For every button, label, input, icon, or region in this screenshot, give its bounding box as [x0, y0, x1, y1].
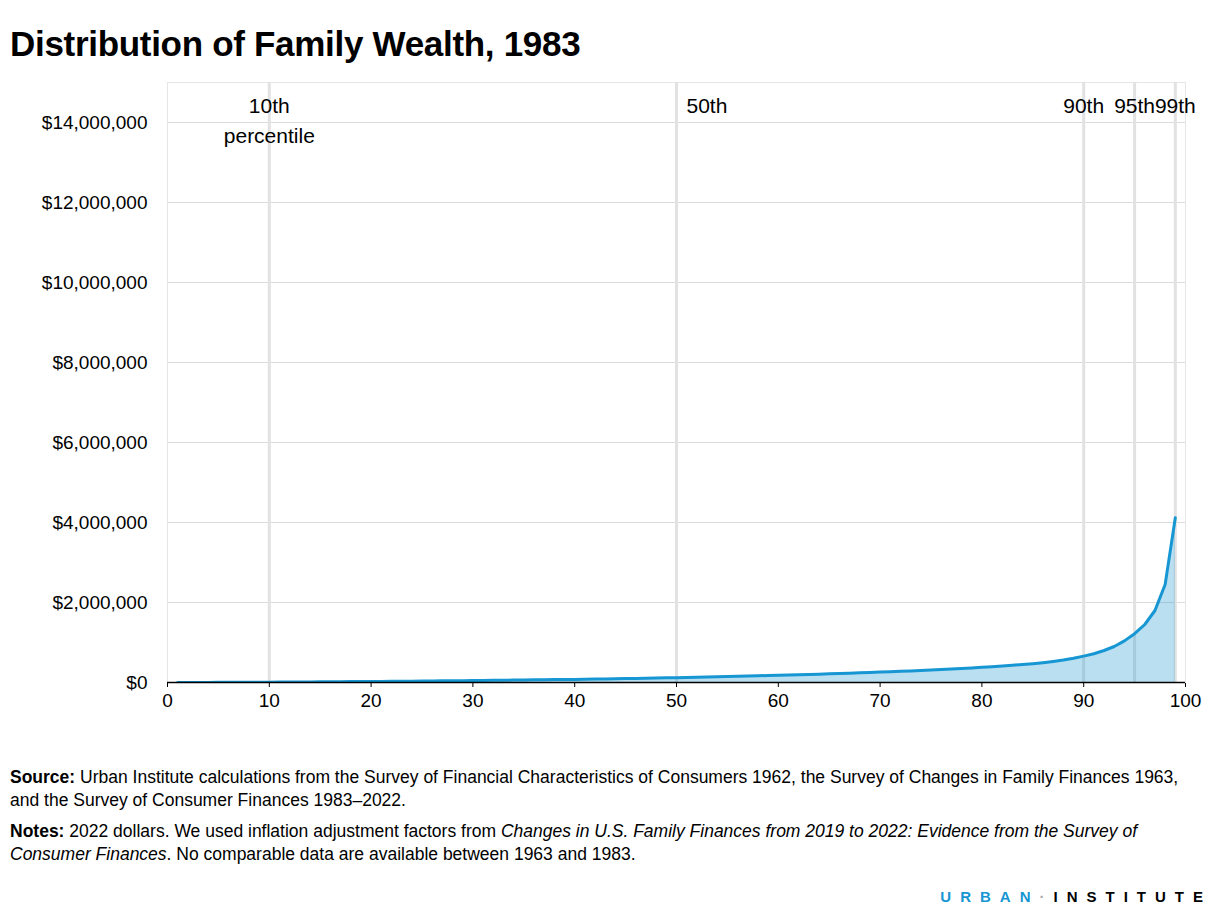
svg-text:0: 0 [162, 690, 173, 711]
html-text:URBAN · INSTITUTE: URBAN · INSTITUTE [940, 888, 1212, 905]
svg-text:10thpercentile: 10thpercentile [224, 94, 315, 146]
svg-text:100: 100 [1170, 690, 1202, 711]
svg-text:$6,000,000: $6,000,000 [52, 432, 147, 453]
svg-text:$2,000,000: $2,000,000 [52, 592, 147, 613]
svg-text:$8,000,000: $8,000,000 [52, 352, 147, 373]
svg-text:$0: $0 [126, 672, 147, 693]
svg-text:90th: 90th [1063, 94, 1104, 117]
svg-text:99th: 99th [1155, 94, 1196, 117]
svg-text:50: 50 [666, 690, 687, 711]
svg-text:$12,000,000: $12,000,000 [42, 192, 148, 213]
svg-text:20: 20 [361, 690, 382, 711]
svg-text:10: 10 [259, 690, 280, 711]
svg-text:$4,000,000: $4,000,000 [52, 512, 147, 533]
svg-text:$14,000,000: $14,000,000 [42, 112, 148, 133]
html-text:Notes: 2022 dollars. We used i: Notes: 2022 dollars. We used inflation a… [10, 821, 1137, 864]
svg-text:80: 80 [971, 690, 992, 711]
svg-text:$10,000,000: $10,000,000 [42, 272, 148, 293]
svg-text:60: 60 [768, 690, 789, 711]
html-text:Source: Urban Institute calcul: Source: Urban Institute calculations fro… [10, 767, 1179, 810]
html-text:Distribution of Family Wealth,: Distribution of Family Wealth, 1983 [10, 24, 581, 63]
svg-text:40: 40 [564, 690, 585, 711]
svg-text:70: 70 [870, 690, 891, 711]
svg-text:30: 30 [462, 690, 483, 711]
svg-text:95th: 95th [1114, 94, 1155, 117]
svg-text:90: 90 [1073, 690, 1094, 711]
svg-text:50th: 50th [687, 94, 728, 117]
